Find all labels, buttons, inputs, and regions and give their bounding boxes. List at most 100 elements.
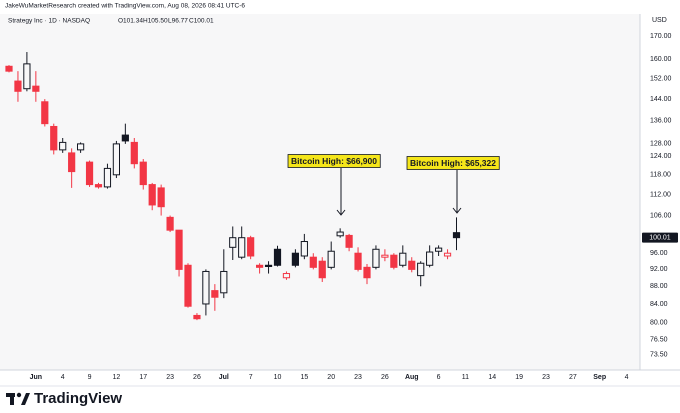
x-tick-label: 26 [193,374,201,381]
candle-body [157,187,165,208]
attribution: JakeWuMarketResearch created with Tradin… [5,3,245,10]
x-tick-label: 6 [437,374,441,381]
y-tick-label: 76.50 [650,336,668,343]
candle-body [318,260,326,279]
y-tick-label: 144.00 [650,96,672,103]
annotation-box [287,154,381,168]
annotation-text: Bitcoin High: $65,322 [410,158,496,168]
candle-body [139,161,147,186]
last-price-tag [642,232,678,243]
y-tick-label: 106.00 [650,212,672,219]
candle-body [229,237,237,248]
candle-body [417,262,425,277]
ohlc-low: L96.77 [168,18,188,25]
candle-body [5,65,13,72]
candle-body [291,252,299,266]
candle-body [354,252,362,270]
annotation-arrowhead [336,209,346,216]
plot-background [0,14,640,370]
x-tick-label: 11 [462,374,469,381]
candle-body [247,237,255,257]
candle-body [112,143,121,176]
x-tick-label: 4 [61,374,65,381]
x-tick-label: 23 [354,374,362,381]
candle-body [166,216,174,231]
x-tick-label: 10 [274,374,282,381]
candle-body [103,167,112,188]
candle-body [309,256,317,268]
y-tick-label: 118.00 [650,172,671,179]
candle-body [390,254,398,268]
x-tick-label: 12 [113,374,121,381]
candle-body [336,231,344,237]
y-tick-label: 88.00 [650,283,668,290]
candle-body [452,232,461,239]
x-tick-label: 9 [88,374,92,381]
candle-body [238,237,246,258]
annotation-text: Bitcoin High: $66,900 [291,156,377,166]
x-tick-label: 20 [327,374,335,381]
candle-body [327,250,335,268]
y-tick-label: 84.00 [650,301,668,308]
ohlc-high: H105.50 [143,18,168,25]
ohlc-close: C100.01 [189,18,214,25]
y-tick-label: 170.00 [650,33,672,40]
x-tick-label: 17 [139,374,147,381]
last-price-label: 100.01 [649,235,671,242]
y-tick-label: 80.00 [650,319,668,326]
ohlc-open: O101.34 [118,18,143,25]
candle-body [273,248,282,266]
candle-body [77,143,85,151]
x-tick-label: Sep [593,374,606,381]
candle-body [443,252,452,257]
x-tick-label: 27 [569,374,577,381]
candle-body [220,270,228,294]
candle-body [399,252,407,266]
candle-body [50,125,58,151]
candle-body [23,63,31,90]
candle-body [85,161,94,186]
candle-body [41,101,49,125]
candle-body [94,184,103,188]
candle-body [211,290,219,298]
candle-body [14,80,22,92]
candle-body [148,184,156,206]
x-tick-label: 15 [300,374,308,381]
candle-body [264,264,273,268]
x-tick-label: 4 [625,374,629,381]
x-tick-label: 23 [166,374,174,381]
candle-body [121,134,129,142]
candle-body [202,270,210,305]
candle-body [435,247,443,252]
candle-body [363,266,371,279]
candle-body [300,241,308,257]
candle-body [32,85,40,92]
candle-body [345,234,353,248]
candle-body [59,141,67,151]
currency-label: USD [652,17,667,24]
x-tick-label: Aug [405,374,419,381]
y-tick-label: 124.00 [650,153,672,160]
candle-body [130,141,138,165]
annotation-arrowhead [452,207,462,214]
candles [5,52,461,321]
candle-body [381,254,389,258]
x-tick-label: Jun [30,374,42,381]
candle-body [256,264,264,268]
y-tick-label: 160.00 [650,56,672,63]
x-tick-label: 19 [515,374,523,381]
x-tick-label: Jul [219,374,229,381]
candle-body [68,152,76,173]
candle-body [184,264,192,307]
y-tick-label: 92.00 [650,266,668,273]
candle-body [426,251,434,266]
y-tick-label: 112.00 [650,191,671,198]
y-tick-label: 96.00 [650,250,668,257]
candle-body [175,229,183,270]
x-tick-label: 7 [249,374,253,381]
chart-title: Strategy Inc · 1D · NASDAQ [8,18,90,25]
footer-logo [6,392,30,405]
x-tick-label: 23 [542,374,550,381]
candle-body [408,260,416,270]
